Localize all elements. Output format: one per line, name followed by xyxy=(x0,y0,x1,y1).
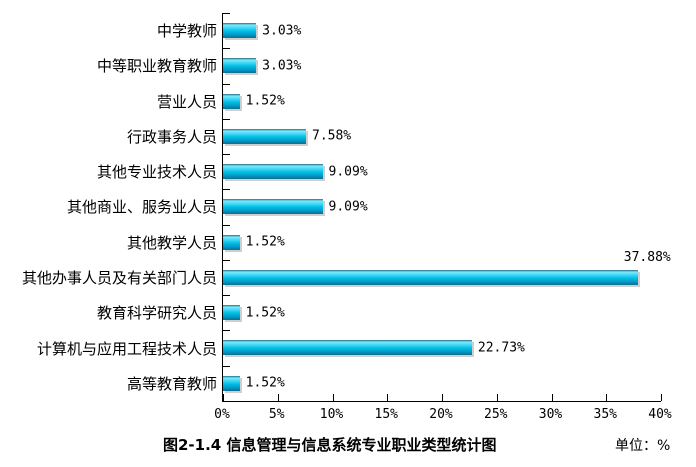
category-label: 其他专业技术人员 xyxy=(96,163,217,182)
category-tick xyxy=(223,366,230,367)
category-label: 中等职业教育教师 xyxy=(96,57,217,76)
value-label: 1.52% xyxy=(245,234,285,250)
value-label: 9.09% xyxy=(328,199,368,215)
bar xyxy=(223,93,240,109)
value-label: 3.03% xyxy=(262,23,302,38)
category-label: 高等教育教师 xyxy=(126,374,217,393)
category-tick xyxy=(223,84,230,85)
x-axis-tick xyxy=(496,394,498,401)
category-label: 其他商业、服务业人员 xyxy=(66,198,217,217)
bar xyxy=(223,164,323,180)
bar xyxy=(223,199,323,215)
value-label: 1.52% xyxy=(245,93,285,109)
value-label: 3.03% xyxy=(262,58,302,74)
x-axis-tick-label: 15% xyxy=(374,407,398,422)
figure-caption: 图2-1.4 信息管理与信息系统专业职业类型统计图 xyxy=(163,436,497,454)
bar xyxy=(223,305,240,321)
x-axis-tick xyxy=(332,394,334,401)
plot-area: 3.03% 3.03% 1.52% 7.58% 9.09% 9.09% 1.52% 37.88… xyxy=(222,13,671,402)
x-axis-tick-label: 10% xyxy=(319,407,344,422)
bar xyxy=(223,23,257,38)
category-tick xyxy=(223,295,230,296)
x-axis-tick-label: 5% xyxy=(268,407,285,422)
x-axis-tick-label: 35% xyxy=(593,407,617,422)
bar xyxy=(223,58,257,74)
x-axis-tick-label: 0% xyxy=(214,407,230,422)
x-axis-tick xyxy=(387,394,389,401)
x-axis-tick-label: 40% xyxy=(648,407,672,422)
category-tick xyxy=(223,225,230,226)
category-tick xyxy=(223,330,230,331)
x-axis-tick xyxy=(223,394,224,401)
bar xyxy=(223,375,240,391)
bar xyxy=(223,340,472,356)
unit-label: 单位：% xyxy=(615,438,671,454)
x-axis-tick-label: 20% xyxy=(429,407,453,422)
value-label: 9.09% xyxy=(328,164,368,180)
bar xyxy=(223,128,306,144)
value-label: 7.58% xyxy=(312,128,352,144)
x-axis-tick-label: 25% xyxy=(484,407,508,422)
category-label: 其他办事人员及有关部门人员 xyxy=(21,269,217,288)
category-label: 教育科学研究人员 xyxy=(96,304,217,323)
value-label: 37.88% xyxy=(623,249,671,265)
bar xyxy=(223,269,638,285)
bar xyxy=(223,234,240,250)
category-label: 营业人员 xyxy=(156,92,217,111)
x-axis-tick xyxy=(606,394,608,401)
value-label: 1.52% xyxy=(245,375,285,391)
category-tick xyxy=(223,189,230,190)
x-axis-tick xyxy=(551,394,553,401)
value-label: 1.52% xyxy=(245,305,285,321)
category-label: 其他教学人员 xyxy=(126,233,217,252)
category-tick xyxy=(223,13,230,14)
category-label: 中学教师 xyxy=(156,22,217,41)
category-tick xyxy=(223,260,230,261)
x-axis-tick xyxy=(277,394,279,401)
x-axis-tick xyxy=(442,394,443,401)
x-axis-tick-label: 30% xyxy=(538,407,563,422)
category-label: 计算机与应用工程技术人员 xyxy=(36,339,217,358)
x-axis-tick xyxy=(661,394,662,401)
category-tick xyxy=(223,48,230,49)
value-label: 22.73% xyxy=(477,340,525,356)
category-tick xyxy=(223,119,230,120)
category-tick xyxy=(223,154,230,155)
category-label: 行政事务人员 xyxy=(126,127,217,146)
